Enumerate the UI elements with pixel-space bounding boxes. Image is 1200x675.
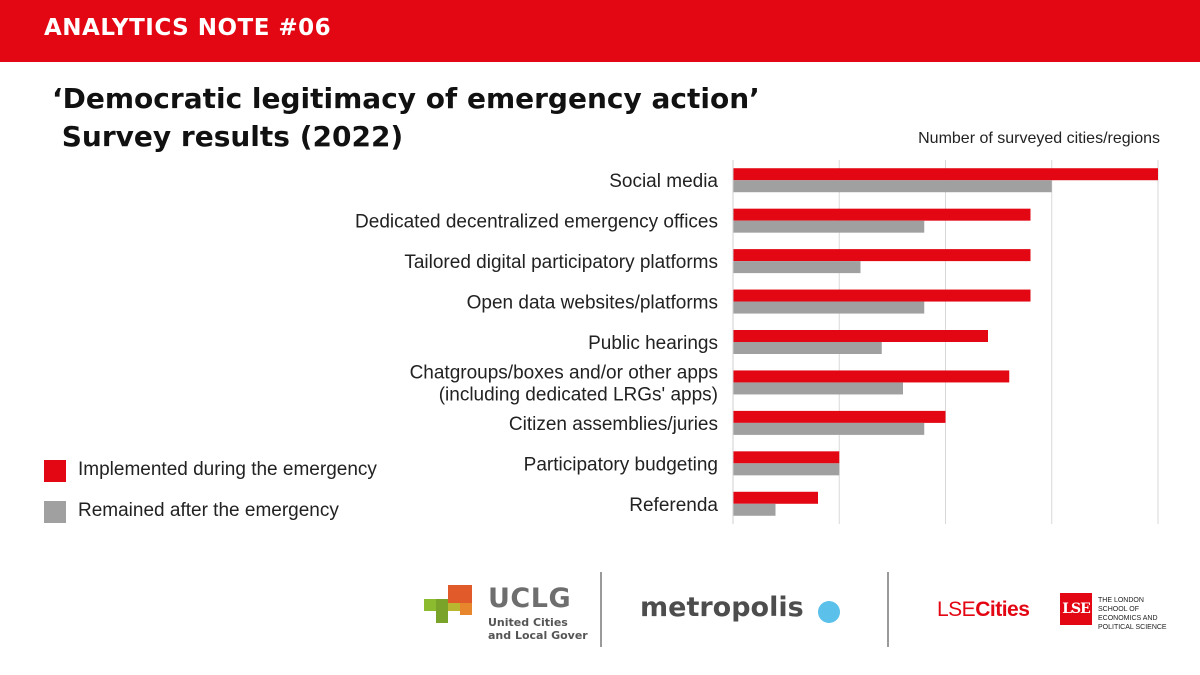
legend-swatch-implemented (44, 460, 66, 482)
uclg-name: UCLG (488, 583, 572, 614)
lse-logo-box: LSE (1060, 593, 1092, 625)
bar-implemented (733, 289, 1031, 302)
category-label: Referenda (629, 495, 718, 516)
bar-implemented (733, 330, 988, 342)
bar-implemented (733, 370, 1010, 383)
bar-remained (733, 220, 925, 233)
footer-divider-2 (887, 572, 889, 647)
legend-swatch-remained (44, 501, 66, 523)
category-label: Open data websites/platforms (467, 293, 718, 314)
uclg-subtitle: United Cities and Local Gover (488, 616, 588, 642)
lse-cities-logo: LSECities (937, 598, 1030, 622)
bar-remained (733, 422, 925, 435)
lse-cities-light: LSE (937, 598, 976, 621)
bar-implemented (733, 410, 946, 423)
category-label: Participatory budgeting (524, 454, 718, 475)
bar-remained (733, 342, 882, 354)
bar-remained (733, 503, 776, 516)
category-label: Social media (609, 171, 718, 192)
bar-remained (733, 180, 1052, 193)
bar-implemented (733, 208, 1031, 221)
page-title: ‘Democratic legitimacy of emergency acti… (52, 80, 760, 156)
bar-implemented (733, 491, 818, 504)
title-line-1: ‘Democratic legitimacy of emergency acti… (52, 82, 760, 115)
category-label: Citizen assemblies/juries (509, 414, 718, 435)
category-label: (including dedicated LRGs' apps) (439, 384, 718, 405)
bar-remained (733, 261, 861, 274)
lse-cities-bold: Cities (975, 598, 1030, 621)
category-label: Dedicated decentralized emergency office… (355, 212, 718, 233)
category-label: Public hearings (588, 333, 718, 354)
legend-label-remained: Remained after the emergency (78, 500, 339, 521)
bar-implemented (733, 168, 1158, 181)
metropolis-logo: metropolis (640, 592, 804, 623)
category-label: Tailored digital participatory platforms (404, 252, 718, 273)
category-label: Chatgroups/boxes and/or other apps (410, 362, 718, 383)
uclg-emblem-icon (424, 585, 472, 623)
analytics-note-label: ANALYTICS NOTE #06 (44, 15, 332, 41)
bar-chart: Number of surveyed cities/regions Social … (355, 130, 1160, 524)
bar-remained (733, 382, 903, 395)
legend-label-implemented: Implemented during the emergency (78, 459, 377, 480)
header-bar: ANALYTICS NOTE #06 (0, 0, 1200, 62)
bar-remained (733, 463, 840, 476)
uclg-logo: UCLG United Cities and Local Gover (424, 583, 588, 643)
axis-title: Number of surveyed cities/regions (918, 130, 1160, 147)
bar-remained (733, 301, 925, 314)
bar-implemented (733, 451, 840, 464)
lse-logo-text: The London School of Economics and Polit… (1098, 597, 1167, 631)
footer-divider-1 (600, 572, 602, 647)
metropolis-dot-icon (818, 601, 840, 623)
title-line-2: Survey results (2022) (52, 120, 404, 153)
bar-implemented (733, 249, 1031, 262)
